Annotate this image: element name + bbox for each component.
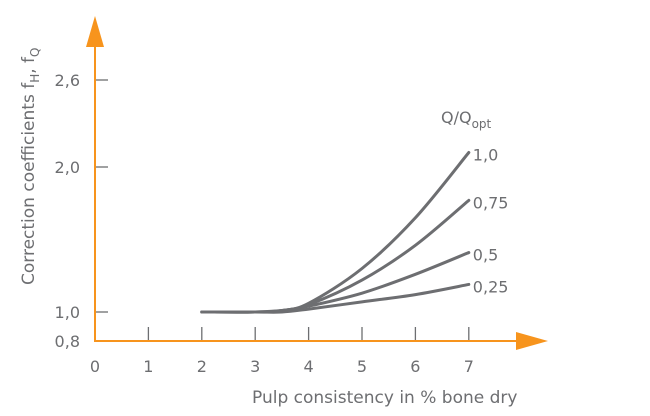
x-tick-label: 7 — [464, 357, 474, 376]
y-tick-label: 0,8 — [55, 332, 80, 351]
x-tick-label: 5 — [357, 357, 367, 376]
curves: 1,0 0,75 0,5 0,25 — [200, 146, 509, 314]
x-axis-arrow-icon — [516, 332, 548, 350]
legend-title: Q/Qopt — [441, 108, 492, 131]
x-tick-label: 3 — [250, 357, 260, 376]
curve-1-0 — [200, 151, 471, 314]
x-tick-label: 4 — [304, 357, 314, 376]
curve-0-25 — [200, 282, 471, 314]
y-ticks: 2,6 2,0 1,0 0,8 — [55, 71, 108, 351]
y-axis-arrow-icon — [86, 16, 104, 47]
x-tick-label: 2 — [197, 357, 207, 376]
x-axis-title: Pulp consistency in % bone dry — [252, 388, 517, 408]
x-tick-label: 0 — [90, 357, 100, 376]
axes — [86, 16, 548, 350]
curve-0-5 — [200, 251, 471, 314]
curve-label: 0,25 — [473, 277, 509, 296]
x-tick-label: 1 — [143, 357, 153, 376]
curve-label: 0,5 — [473, 246, 498, 265]
curve-0-75 — [200, 198, 471, 314]
curve-label: 0,75 — [473, 193, 509, 212]
y-tick-label: 2,0 — [55, 158, 80, 177]
x-ticks: 0 1 2 3 4 5 6 7 — [90, 327, 474, 376]
y-axis-title: Correction coefficients fH, fQ — [19, 48, 42, 286]
x-tick-label: 6 — [410, 357, 420, 376]
curve-label: 1,0 — [473, 146, 498, 165]
y-tick-label: 2,6 — [55, 71, 80, 90]
y-tick-label: 1,0 — [55, 303, 80, 322]
